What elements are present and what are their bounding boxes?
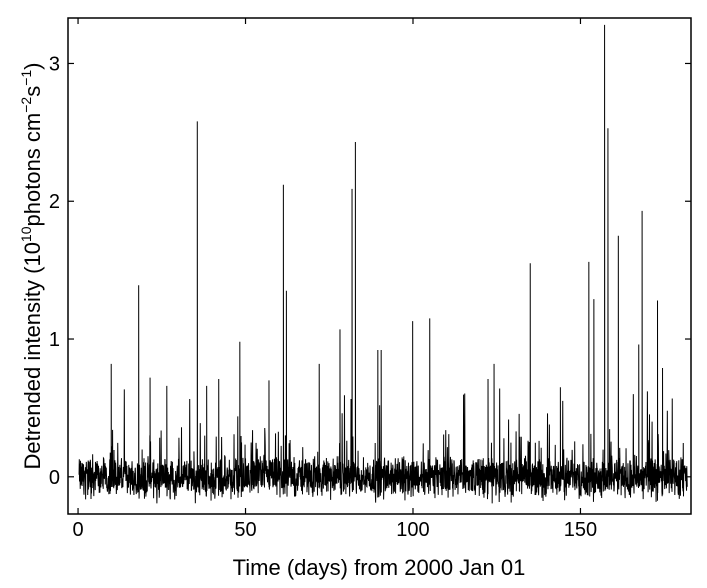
y-label-main: Detrended intensity (10 bbox=[20, 242, 45, 469]
y-label-close: ) bbox=[20, 62, 45, 69]
y-tick-label: 0 bbox=[49, 467, 60, 489]
plot-frame bbox=[67, 17, 692, 515]
x-tick-label: 50 bbox=[234, 519, 256, 541]
y-tick-label: 3 bbox=[49, 53, 60, 75]
x-tick-label: 0 bbox=[72, 519, 83, 541]
x-tick-label: 150 bbox=[564, 519, 597, 541]
y-tick-label: 1 bbox=[49, 329, 60, 351]
intensity-series-line bbox=[78, 24, 688, 504]
y-tick-label: 2 bbox=[49, 191, 60, 213]
series-layer bbox=[78, 24, 688, 504]
y-label-exp1: 10 bbox=[18, 226, 34, 242]
y-label-s: s bbox=[20, 86, 45, 97]
x-tick-label: 100 bbox=[396, 519, 429, 541]
y-label-exp2: −2 bbox=[18, 97, 34, 113]
y-axis-label: Detrended intensity (1010photons cm−2s−1… bbox=[18, 62, 45, 469]
ticks-layer: 0 50 100 150 0 1 2 3 bbox=[49, 18, 691, 541]
y-label-exp3: −1 bbox=[18, 70, 34, 86]
y-label-unit: photons cm bbox=[20, 113, 45, 227]
x-axis-label: Time (days) from 2000 Jan 01 bbox=[233, 555, 526, 580]
